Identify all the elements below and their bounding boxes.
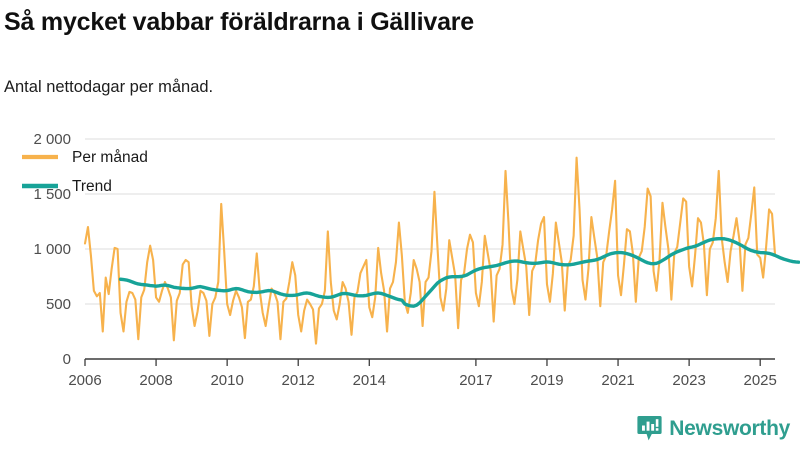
brand-footer: Newsworthy xyxy=(637,415,790,442)
bar-chart-bubble-icon xyxy=(637,416,662,441)
y-axis-tick-label: 500 xyxy=(46,296,71,313)
x-axis-ticks xyxy=(84,359,761,366)
y-axis-tick-label: 1 500 xyxy=(33,186,71,203)
x-axis-tick-label: 2017 xyxy=(459,372,492,389)
chart-svg: 0 500 1 000 1 500 2 000 2006 2008 2010 2012 2014… xyxy=(22,131,800,389)
x-axis-tick-label: 2010 xyxy=(210,372,243,389)
x-axis-labels: 2006 2008 2010 2012 2014 2017 2019 2021 2023 2025 xyxy=(68,372,777,389)
x-axis-tick-label: 2021 xyxy=(601,372,634,389)
page-title: Så mycket vabbar föräldrarna i Gällivare xyxy=(4,8,475,36)
gridlines xyxy=(85,138,775,360)
x-axis-tick-label: 2006 xyxy=(68,372,101,389)
x-axis-tick-label: 2025 xyxy=(744,372,777,389)
x-axis-tick-label: 2014 xyxy=(353,372,386,389)
y-axis-labels: 0 500 1 000 1 500 2 000 xyxy=(33,131,71,368)
legend-label-per-manad: Per månad xyxy=(72,149,148,166)
y-axis-tick-label: 1 000 xyxy=(33,241,71,258)
y-axis-tick-label: 2 000 xyxy=(33,131,71,148)
x-axis-tick-label: 2008 xyxy=(139,372,172,389)
chart-legend: Per månad Trend xyxy=(22,149,148,195)
chart-subtitle: Antal nettodagar per månad. xyxy=(4,78,214,96)
x-axis-tick-label: 2019 xyxy=(530,372,563,389)
series-line-trend xyxy=(118,236,800,308)
y-axis-tick-label: 0 xyxy=(63,351,71,368)
legend-label-trend: Trend xyxy=(72,178,112,195)
brand-name: Newsworthy xyxy=(669,416,790,440)
series-line-per-manad xyxy=(83,156,777,345)
x-axis-tick-label: 2012 xyxy=(282,372,315,389)
plot-area: 0 500 1 000 1 500 2 000 2006 2008 2010 2012 2014… xyxy=(0,120,800,390)
series-layer xyxy=(83,156,800,345)
x-axis-tick-label: 2023 xyxy=(672,372,705,389)
